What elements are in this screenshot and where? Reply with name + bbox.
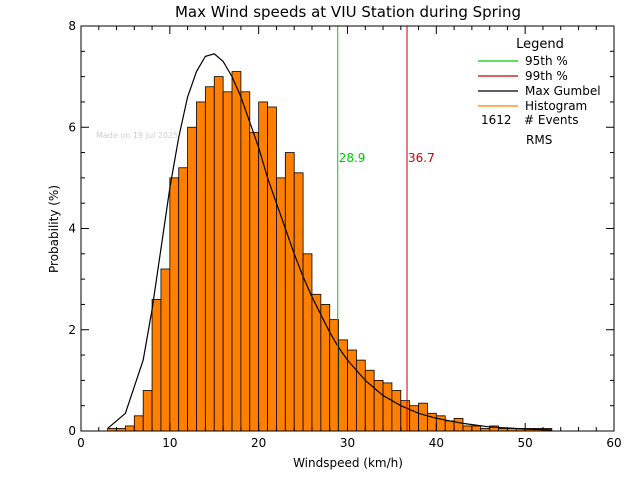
y-tick-label: 0 bbox=[68, 424, 76, 438]
histogram-bar bbox=[400, 400, 411, 432]
x-tick-label: 60 bbox=[606, 436, 621, 450]
legend-events-label: # Events bbox=[524, 113, 579, 127]
legend-title: Legend bbox=[516, 37, 564, 52]
histogram-bar bbox=[471, 425, 482, 432]
y-axis-label: Probability (%) bbox=[47, 185, 61, 273]
histogram-bar bbox=[231, 71, 242, 432]
legend-events-count: 1612 bbox=[481, 113, 512, 127]
x-tick-label: 40 bbox=[429, 436, 444, 450]
histogram-bar bbox=[125, 425, 135, 432]
legend-rms-label: RMS bbox=[526, 133, 552, 147]
x-axis-label: Windspeed (km/h) bbox=[293, 456, 403, 470]
histogram-bar bbox=[391, 390, 402, 432]
histogram-bar bbox=[284, 152, 295, 432]
histogram-bar bbox=[169, 177, 180, 432]
histogram-bar bbox=[222, 91, 233, 432]
histogram-bar bbox=[240, 91, 251, 432]
x-tick-label: 30 bbox=[340, 436, 355, 450]
histogram-bar bbox=[311, 293, 322, 432]
watermark-text: Made on 19 Jul 2025 bbox=[96, 131, 178, 140]
x-tick-label: 50 bbox=[518, 436, 533, 450]
histogram-bar bbox=[355, 359, 366, 432]
histogram-bar bbox=[151, 298, 162, 432]
histogram-bar bbox=[133, 415, 144, 432]
histogram-bar bbox=[444, 420, 455, 432]
histogram-bars bbox=[107, 71, 553, 432]
chart-title: Max Wind speeds at VIU Station during Sp… bbox=[175, 3, 521, 21]
y-tick-label: 2 bbox=[68, 323, 76, 337]
histogram-bar bbox=[160, 268, 171, 432]
histogram-bar bbox=[267, 106, 277, 432]
legend-entry-label: Histogram bbox=[525, 99, 587, 113]
histogram-bar bbox=[453, 417, 464, 432]
histogram-bar bbox=[142, 390, 153, 432]
histogram-bar bbox=[364, 369, 375, 432]
histogram-bar bbox=[293, 172, 304, 432]
histogram-bar bbox=[249, 131, 260, 432]
x-tick-label: 0 bbox=[77, 436, 85, 450]
legend-entry-label: 99th % bbox=[525, 69, 568, 83]
x-tick-label: 10 bbox=[162, 436, 177, 450]
y-tick-label: 8 bbox=[68, 19, 76, 33]
percentile-99-label: 36.7 bbox=[408, 151, 435, 165]
percentile-lines: 28.9 36.7 bbox=[337, 26, 435, 431]
histogram-bar bbox=[178, 167, 188, 432]
legend-entry-label: Max Gumbel bbox=[525, 84, 601, 98]
histogram-bar bbox=[196, 101, 206, 432]
histogram-bar bbox=[204, 86, 215, 432]
y-tick-label: 4 bbox=[68, 222, 76, 236]
legend-entry-label: 95th % bbox=[525, 54, 568, 68]
histogram-bar bbox=[418, 402, 428, 432]
histogram-bar bbox=[187, 126, 197, 432]
percentile-95-label: 28.9 bbox=[339, 151, 366, 165]
histogram-bar bbox=[373, 379, 384, 432]
x-tick-label: 20 bbox=[251, 436, 266, 450]
histogram-bar bbox=[462, 425, 473, 432]
histogram-bar bbox=[213, 76, 224, 432]
histogram-bar bbox=[382, 382, 393, 432]
axis-ticks: 0 10 20 30 40 50 60 0 2 4 6 8 bbox=[68, 19, 621, 450]
y-tick-label: 6 bbox=[68, 120, 76, 134]
